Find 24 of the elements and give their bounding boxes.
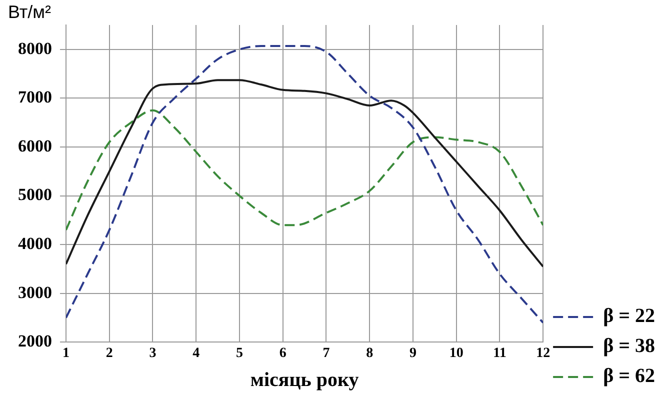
x-tick-label: 12 <box>536 346 550 362</box>
y-tick-label: 8000 <box>18 38 52 58</box>
y-tick-label: 7000 <box>18 88 52 107</box>
x-tick-label: 10 <box>449 346 464 362</box>
y-tick-label: 3000 <box>18 282 52 302</box>
x-tick-label: 3 <box>149 346 156 362</box>
y-tick-label: 5000 <box>18 185 52 204</box>
y-tick-label: 6000 <box>18 136 52 156</box>
x-tick-label: 5 <box>236 346 243 362</box>
y-tick-label: 4000 <box>18 234 52 253</box>
legend-label: β = 38 <box>603 335 656 358</box>
x-axis-title: місяць року <box>250 369 359 392</box>
x-tick-label: 2 <box>106 346 113 362</box>
y-tick-label: 2000 <box>18 332 52 351</box>
x-tick-label: 6 <box>279 346 286 362</box>
legend-label: β = 62 <box>603 365 656 388</box>
x-tick-label: 9 <box>409 346 416 362</box>
x-tick-label: 1 <box>62 346 70 362</box>
legend-label: β = 22 <box>603 305 656 328</box>
y-axis-title: Вт/м² <box>8 2 52 23</box>
x-tick-label: 7 <box>322 346 330 362</box>
x-tick-label: 11 <box>493 346 506 362</box>
x-tick-label: 8 <box>366 346 374 362</box>
x-tick-label: 4 <box>192 346 200 362</box>
